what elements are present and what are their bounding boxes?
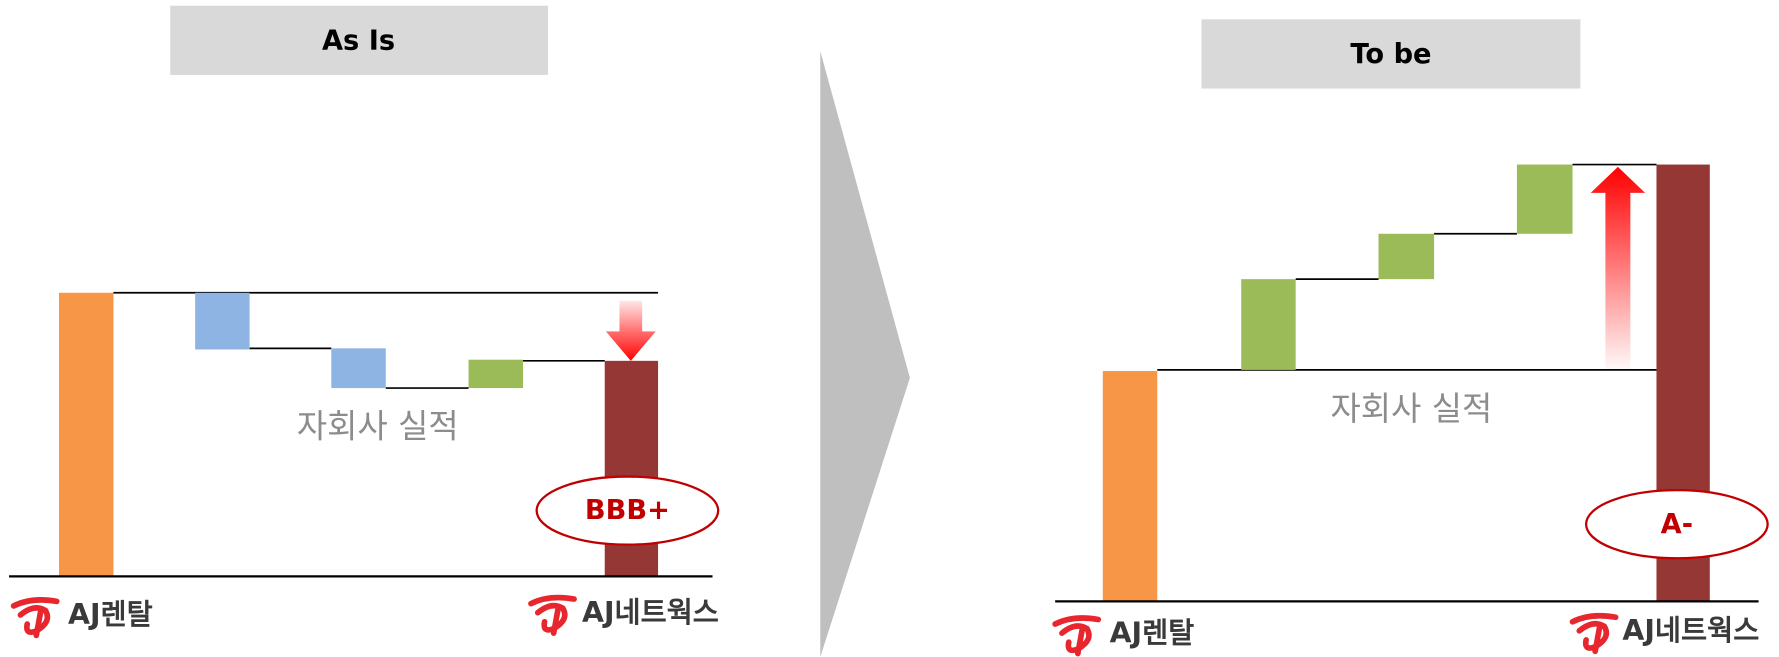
logo-text: AJ네트웍스 [582, 596, 719, 629]
logo-text: AJ렌탈 [68, 598, 153, 631]
rating-ellipse [1584, 489, 1769, 560]
rating: A- [1661, 509, 1693, 540]
header-box [1201, 19, 1581, 89]
up-arrow [1590, 166, 1646, 369]
logo-icon [1573, 616, 1616, 652]
note: 자회사 실적 [1331, 389, 1493, 428]
header-title: As Is [322, 26, 395, 57]
decrease-bar [195, 292, 250, 350]
header-box [170, 5, 548, 75]
start-bar [58, 292, 114, 577]
header-title: To be [1350, 39, 1431, 70]
logo-text: AJ네트웍스 [1622, 614, 1759, 647]
rating-ellipse [535, 475, 720, 546]
rating: BBB+ [585, 495, 670, 526]
decrease-bar [331, 348, 386, 389]
increase-bar [1516, 164, 1573, 234]
note: 자회사 실적 [297, 406, 459, 445]
logo-icon [14, 600, 57, 636]
increase-bar [468, 359, 524, 389]
as-is-panel: As Is 자회사 실적 BBB+ AJ렌탈 AJ네트웍스 [9, 5, 720, 636]
logo-text: AJ렌탈 [1110, 616, 1195, 649]
down-arrow [605, 300, 656, 361]
to-be-panel: To be 자회사 실적 A- AJ렌탈 AJ네트웍스 [1055, 19, 1769, 654]
logo-icon [531, 598, 574, 634]
transition-arrow [820, 51, 910, 657]
start-bar [1102, 371, 1158, 602]
increase-bar [1378, 233, 1435, 280]
increase-bar [1241, 279, 1296, 370]
logo-icon [1055, 618, 1098, 654]
